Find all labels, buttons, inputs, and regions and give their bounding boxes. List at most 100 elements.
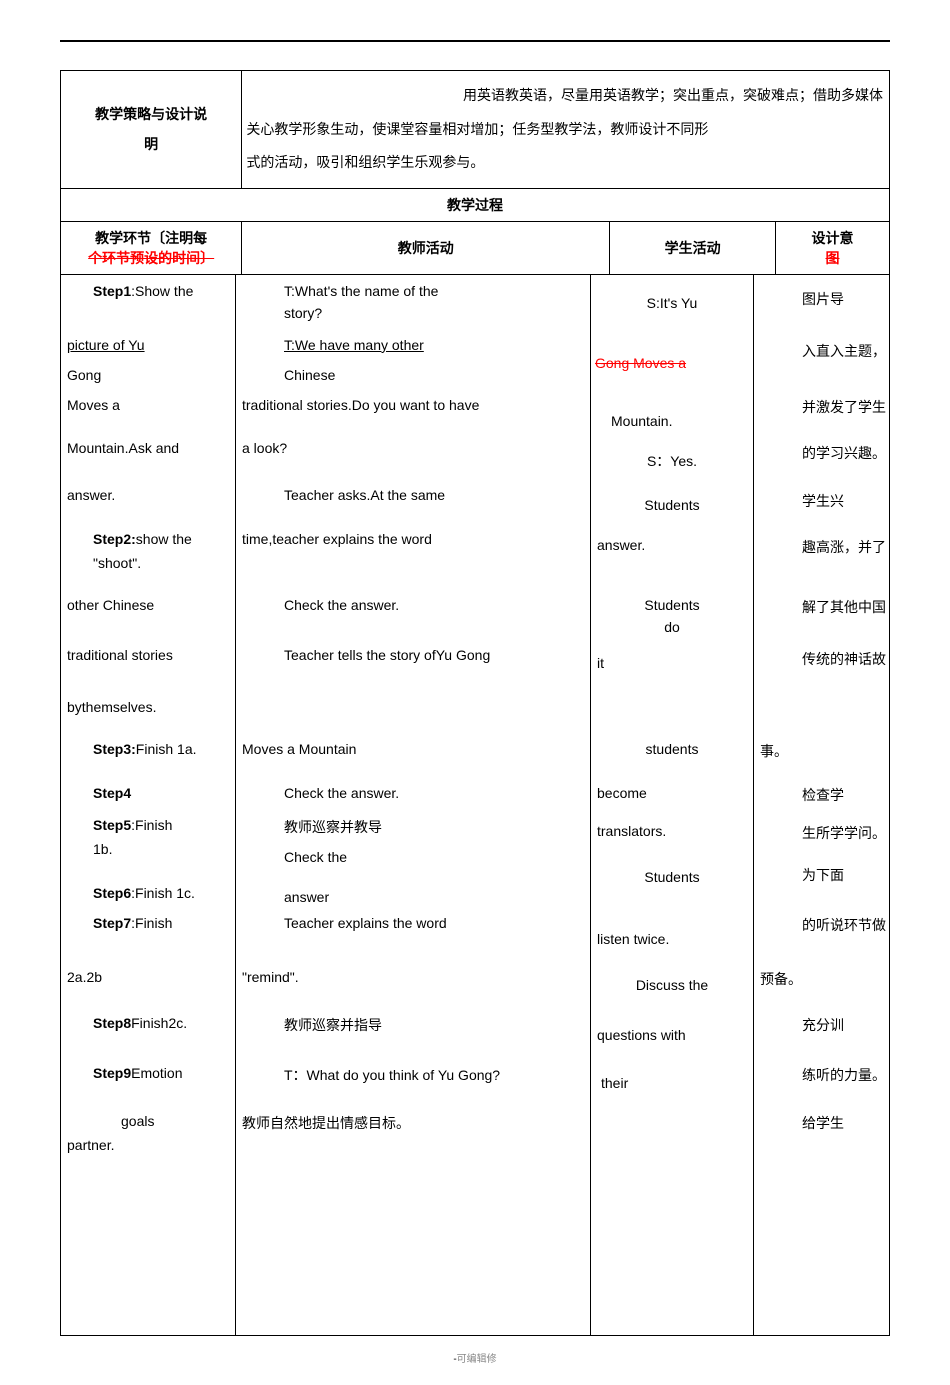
students-do2: do: [591, 619, 753, 635]
step2-line: Step2:show the: [93, 531, 229, 547]
step8-line: Step8Finish2c.: [93, 1015, 229, 1031]
other-chinese: other Chinese: [67, 597, 229, 613]
step7-rest: :Finish: [131, 915, 172, 931]
step1-label: Step1: [93, 283, 131, 299]
step4: Step4: [93, 785, 229, 801]
trad-stories: traditional stories: [67, 647, 229, 663]
discuss: Discuss the: [591, 977, 753, 993]
strategy-row: 教学策略与设计说 明 用英语教英语，尽量用英语教学；突出重点，突破难点；借助多媒…: [61, 71, 890, 189]
strategy-desc-cell: 用英语教英语，尽量用英语教学；突出重点，突破难点；借助多媒体 关心教学形象生动，…: [242, 71, 890, 189]
strategy-label-cell: 教学策略与设计说 明: [61, 71, 242, 189]
t-we: T:We have many other: [284, 337, 584, 353]
s-its-yu: S:It's Yu: [591, 295, 753, 311]
strategy-desc-l1: 用英语教英语，尽量用英语教学；突出重点，突破难点；借助多媒体: [246, 79, 885, 113]
check1: Check the answer.: [284, 597, 584, 613]
twoa2b: 2a.2b: [67, 969, 229, 985]
it: it: [597, 655, 747, 671]
lesson-table: 教学策略与设计说 明 用英语教英语，尽量用英语教学；突出重点，突破难点；借助多媒…: [60, 70, 890, 1336]
step2-rest: show the: [136, 531, 192, 547]
process-header: 教学过程: [61, 188, 890, 221]
answer-s: answer.: [597, 537, 747, 553]
step3-rest: Finish 1a.: [136, 741, 197, 757]
strategy-label-l2: 明: [144, 136, 158, 152]
listen-twice: listen twice.: [597, 931, 747, 947]
step1-rest: :Show the: [131, 283, 193, 299]
top-rule: [60, 40, 890, 42]
col-link-body: Step1:Show the picture of Yu Gong Moves …: [61, 275, 236, 1335]
weixiamian: 为下面: [754, 865, 892, 885]
jiaoshi2: 教师巡察并指导: [284, 1015, 584, 1035]
body-inner: Step1:Show the picture of Yu Gong Moves …: [61, 275, 889, 1335]
dexuexi: 的学习兴趣。: [802, 443, 886, 463]
design-l2: 图: [778, 248, 887, 268]
jianchaxue: 检查学: [754, 785, 892, 805]
design-l1: 设计意: [778, 228, 887, 248]
answer: answer.: [67, 487, 229, 503]
qugaozhang: 趣高涨，并了: [802, 537, 886, 557]
mountain-ask: Mountain.Ask and: [67, 440, 229, 456]
step5-label: Step5: [93, 817, 131, 833]
bythemselves: bythemselves.: [67, 699, 229, 715]
step9-label: Step9: [93, 1065, 131, 1081]
step9-line: Step9Emotion: [93, 1065, 229, 1081]
step9-rest: Emotion: [131, 1065, 182, 1081]
step5-rest: :Finish: [131, 817, 172, 833]
jieleqita: 解了其他中国: [802, 597, 886, 617]
detingshuo: 的听说环节做: [802, 915, 886, 935]
chuantong: 传统的神话故: [802, 649, 886, 669]
geixuesheng: 给学生: [754, 1113, 892, 1133]
teacher-explains: Teacher explains the word: [284, 915, 584, 931]
students-do1: Students: [591, 597, 753, 613]
col-teacher-body: T:What's the name of the story? T:We hav…: [236, 275, 591, 1335]
tupiandao: 图片导: [754, 289, 892, 309]
one-b: 1b.: [93, 841, 229, 857]
strategy-desc-l2: 关心教学形象生动，使课堂容量相对增加；任务型教学法，教师设计不同形: [246, 113, 885, 147]
translators: translators.: [597, 823, 747, 839]
strategy-desc-l3: 式的活动，吸引和组织学生乐观参与。: [246, 146, 885, 180]
xueshengxing: 学生兴: [754, 491, 892, 511]
step5-line: Step5:Finish: [93, 817, 229, 833]
lianting: 练听的力量。: [802, 1065, 886, 1085]
column-headers: 教学环节〔注明每 个环节预设的时间〕 教师活动 学生活动 设计意 图: [61, 221, 890, 274]
become: become: [597, 785, 747, 801]
check-the: Check the: [284, 849, 584, 865]
mountain: Mountain.: [611, 413, 747, 429]
trad-do: traditional stories.Do you want to have: [242, 397, 584, 413]
t-what: T：What do you think of Yu Gong?: [284, 1065, 584, 1085]
link-l1: 教学环节〔注明每: [63, 228, 239, 248]
time-teacher: time,teacher explains the word: [242, 531, 584, 547]
step2-label: Step2:: [93, 531, 136, 547]
col-link-header: 教学环节〔注明每 个环节预设的时间〕: [61, 221, 242, 274]
process-header-row: 教学过程: [61, 188, 890, 221]
step7-label: Step7: [93, 915, 131, 931]
goals: goals: [121, 1113, 229, 1129]
questions: questions with: [597, 1027, 747, 1043]
gong: Gong: [67, 367, 229, 383]
col-student-header: 学生活动: [610, 221, 776, 274]
partner: partner.: [67, 1137, 229, 1153]
picture-of-yu: picture of Yu: [67, 337, 229, 353]
ruzhiru: 入直入主题，: [802, 341, 886, 361]
yubei: 预备。: [760, 969, 886, 989]
story: story?: [284, 305, 584, 321]
link-l2: 个环节预设的时间〕: [63, 248, 239, 268]
s-yes: S：Yes.: [591, 451, 753, 471]
moves-mountain: Moves a Mountain: [242, 741, 584, 757]
jiaoshi1: 教师巡察并教导: [284, 817, 584, 837]
answer-w: answer: [284, 889, 584, 905]
bingjifa: 并激发了学生: [802, 397, 886, 417]
page-footer: -可编辑修: [60, 1350, 890, 1365]
a-look: a look?: [242, 440, 584, 456]
t-name: T:What's the name of the: [284, 283, 584, 299]
moves-a: Moves a: [67, 397, 229, 413]
col-teacher-header: 教师活动: [242, 221, 610, 274]
chongfen: 充分训: [754, 1015, 892, 1035]
body-cell: Step1:Show the picture of Yu Gong Moves …: [61, 274, 890, 1335]
strategy-label-l1: 教学策略与设计说: [95, 106, 207, 122]
step3-line: Step3:Finish 1a.: [93, 741, 229, 757]
remind: "remind".: [242, 969, 584, 985]
check2: Check the answer.: [284, 785, 584, 801]
their: their: [601, 1075, 747, 1091]
footer-text: 可编辑修: [457, 1354, 497, 1365]
col-student-body: S:It's Yu Gong Moves a Mountain. S：Yes. …: [591, 275, 754, 1335]
